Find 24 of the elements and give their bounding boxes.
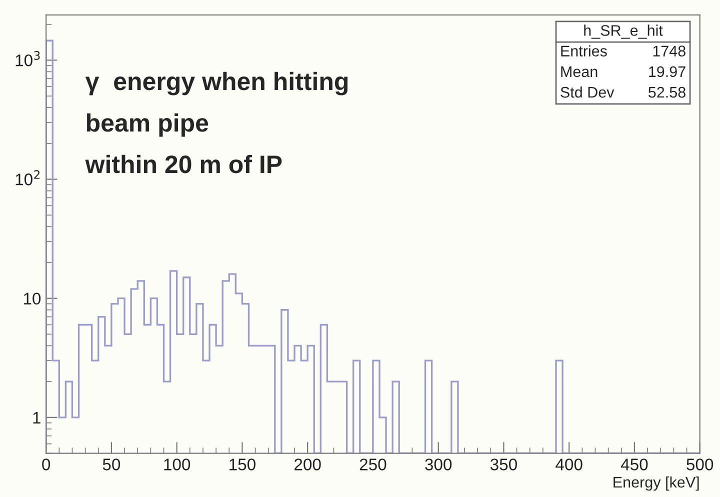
x-tick-label: 500 <box>686 458 714 470</box>
y-tick-label: 1 <box>33 412 40 424</box>
y-tick-label: 10$^{3}$ <box>16 51 40 66</box>
x-tick-label: 0 <box>42 458 50 470</box>
x-tick-label: 200 <box>294 458 321 470</box>
annotation: Mean <box>561 66 598 78</box>
x-tick-label: 300 <box>425 458 452 470</box>
x-axis-title: Energy [keV] <box>614 476 699 491</box>
annotation: 52.58 <box>648 86 686 98</box>
x-tick-label: 50 <box>102 458 120 470</box>
text: γ energy when hitting beam pipe within 20 m of IP <box>85 72 348 174</box>
annotation: Std Dev <box>560 86 614 98</box>
x-tick-label: 450 <box>620 458 648 470</box>
x-tick-label: 100 <box>164 458 190 470</box>
y-tick-label: 10$^{2}$ <box>16 170 40 186</box>
annotation: 19.97 <box>649 66 686 78</box>
x-tick-label: 400 <box>556 458 582 470</box>
x-tick-label: 250 <box>360 458 386 470</box>
annotation: Entries <box>561 45 607 56</box>
y-tick-label: 10 <box>24 292 41 305</box>
annotation: h_SR_e_hit <box>584 24 663 39</box>
annotation: 1748 <box>653 46 686 56</box>
x-tick-label: 150 <box>230 458 256 470</box>
x-tick-label: 350 <box>490 458 517 470</box>
